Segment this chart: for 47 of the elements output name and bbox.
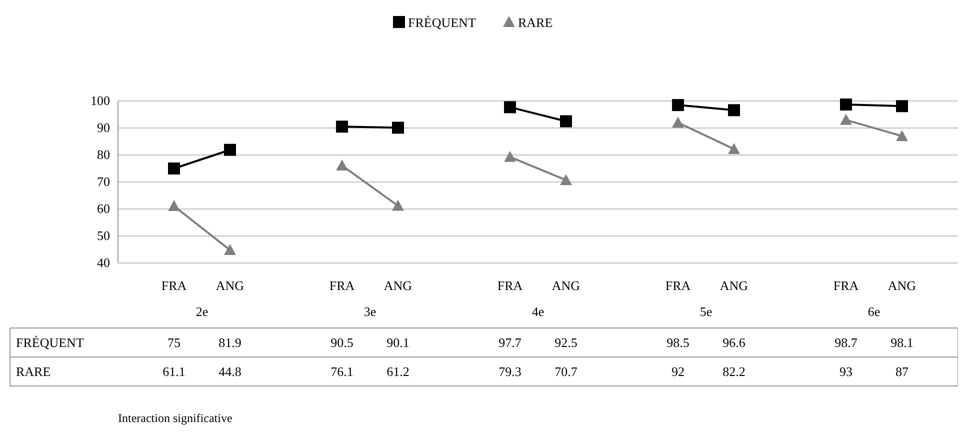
data-label: 44.8 — [218, 364, 242, 379]
y-tick-label: 50 — [97, 228, 110, 243]
data-label: 92 — [672, 364, 684, 379]
data-label: 93 — [840, 364, 852, 379]
y-tick-label: 40 — [97, 255, 110, 270]
x-tick-label: ANG — [552, 278, 580, 293]
text: FRÉQUENT — [16, 335, 84, 350]
x-tick-label: ANG — [888, 278, 916, 293]
text: 4e — [532, 304, 544, 319]
legend-label: FRÉQUENT — [408, 15, 476, 30]
data-label: 98.1 — [890, 335, 914, 350]
data-label: 98.7 — [834, 335, 858, 350]
data-label: 76.1 — [330, 364, 354, 379]
data-label: 90.5 — [330, 335, 354, 350]
text: 6e — [868, 304, 880, 319]
x-tick-label: FRA — [329, 278, 356, 293]
data-label: 61.1 — [162, 364, 186, 379]
text: 2e — [196, 304, 208, 319]
data-label: 82.2 — [722, 364, 746, 379]
text: 3e — [364, 304, 376, 319]
data-label: 98.5 — [666, 335, 690, 350]
y-tick-label: 100 — [90, 93, 110, 108]
x-tick-label: ANG — [216, 278, 244, 293]
y-tick-label: 90 — [97, 120, 110, 135]
y-tick-label: 70 — [97, 174, 110, 189]
data-label: 92.5 — [554, 335, 578, 350]
data-label: 70.7 — [554, 364, 578, 379]
y-tick-label: 60 — [97, 201, 110, 216]
data-label: 97.7 — [498, 335, 522, 350]
text: 5e — [700, 304, 712, 319]
x-tick-label: ANG — [720, 278, 748, 293]
x-tick-label: FRA — [833, 278, 860, 293]
x-tick-label: FRA — [497, 278, 524, 293]
x-tick-label: ANG — [384, 278, 412, 293]
text: Interaction significative — [118, 411, 232, 425]
data-label: 79.3 — [498, 364, 522, 379]
data-label: 90.1 — [386, 335, 410, 350]
data-label: 75 — [168, 335, 180, 350]
data-label: 87 — [896, 364, 909, 379]
x-tick-label: FRA — [161, 278, 188, 293]
text: RARE — [16, 364, 51, 379]
y-tick-label: 80 — [97, 147, 110, 162]
data-label: 61.2 — [386, 364, 410, 379]
legend-label: RARE — [518, 15, 553, 30]
data-label: 81.9 — [218, 335, 242, 350]
data-label: 96.6 — [722, 335, 746, 350]
x-tick-label: FRA — [665, 278, 692, 293]
